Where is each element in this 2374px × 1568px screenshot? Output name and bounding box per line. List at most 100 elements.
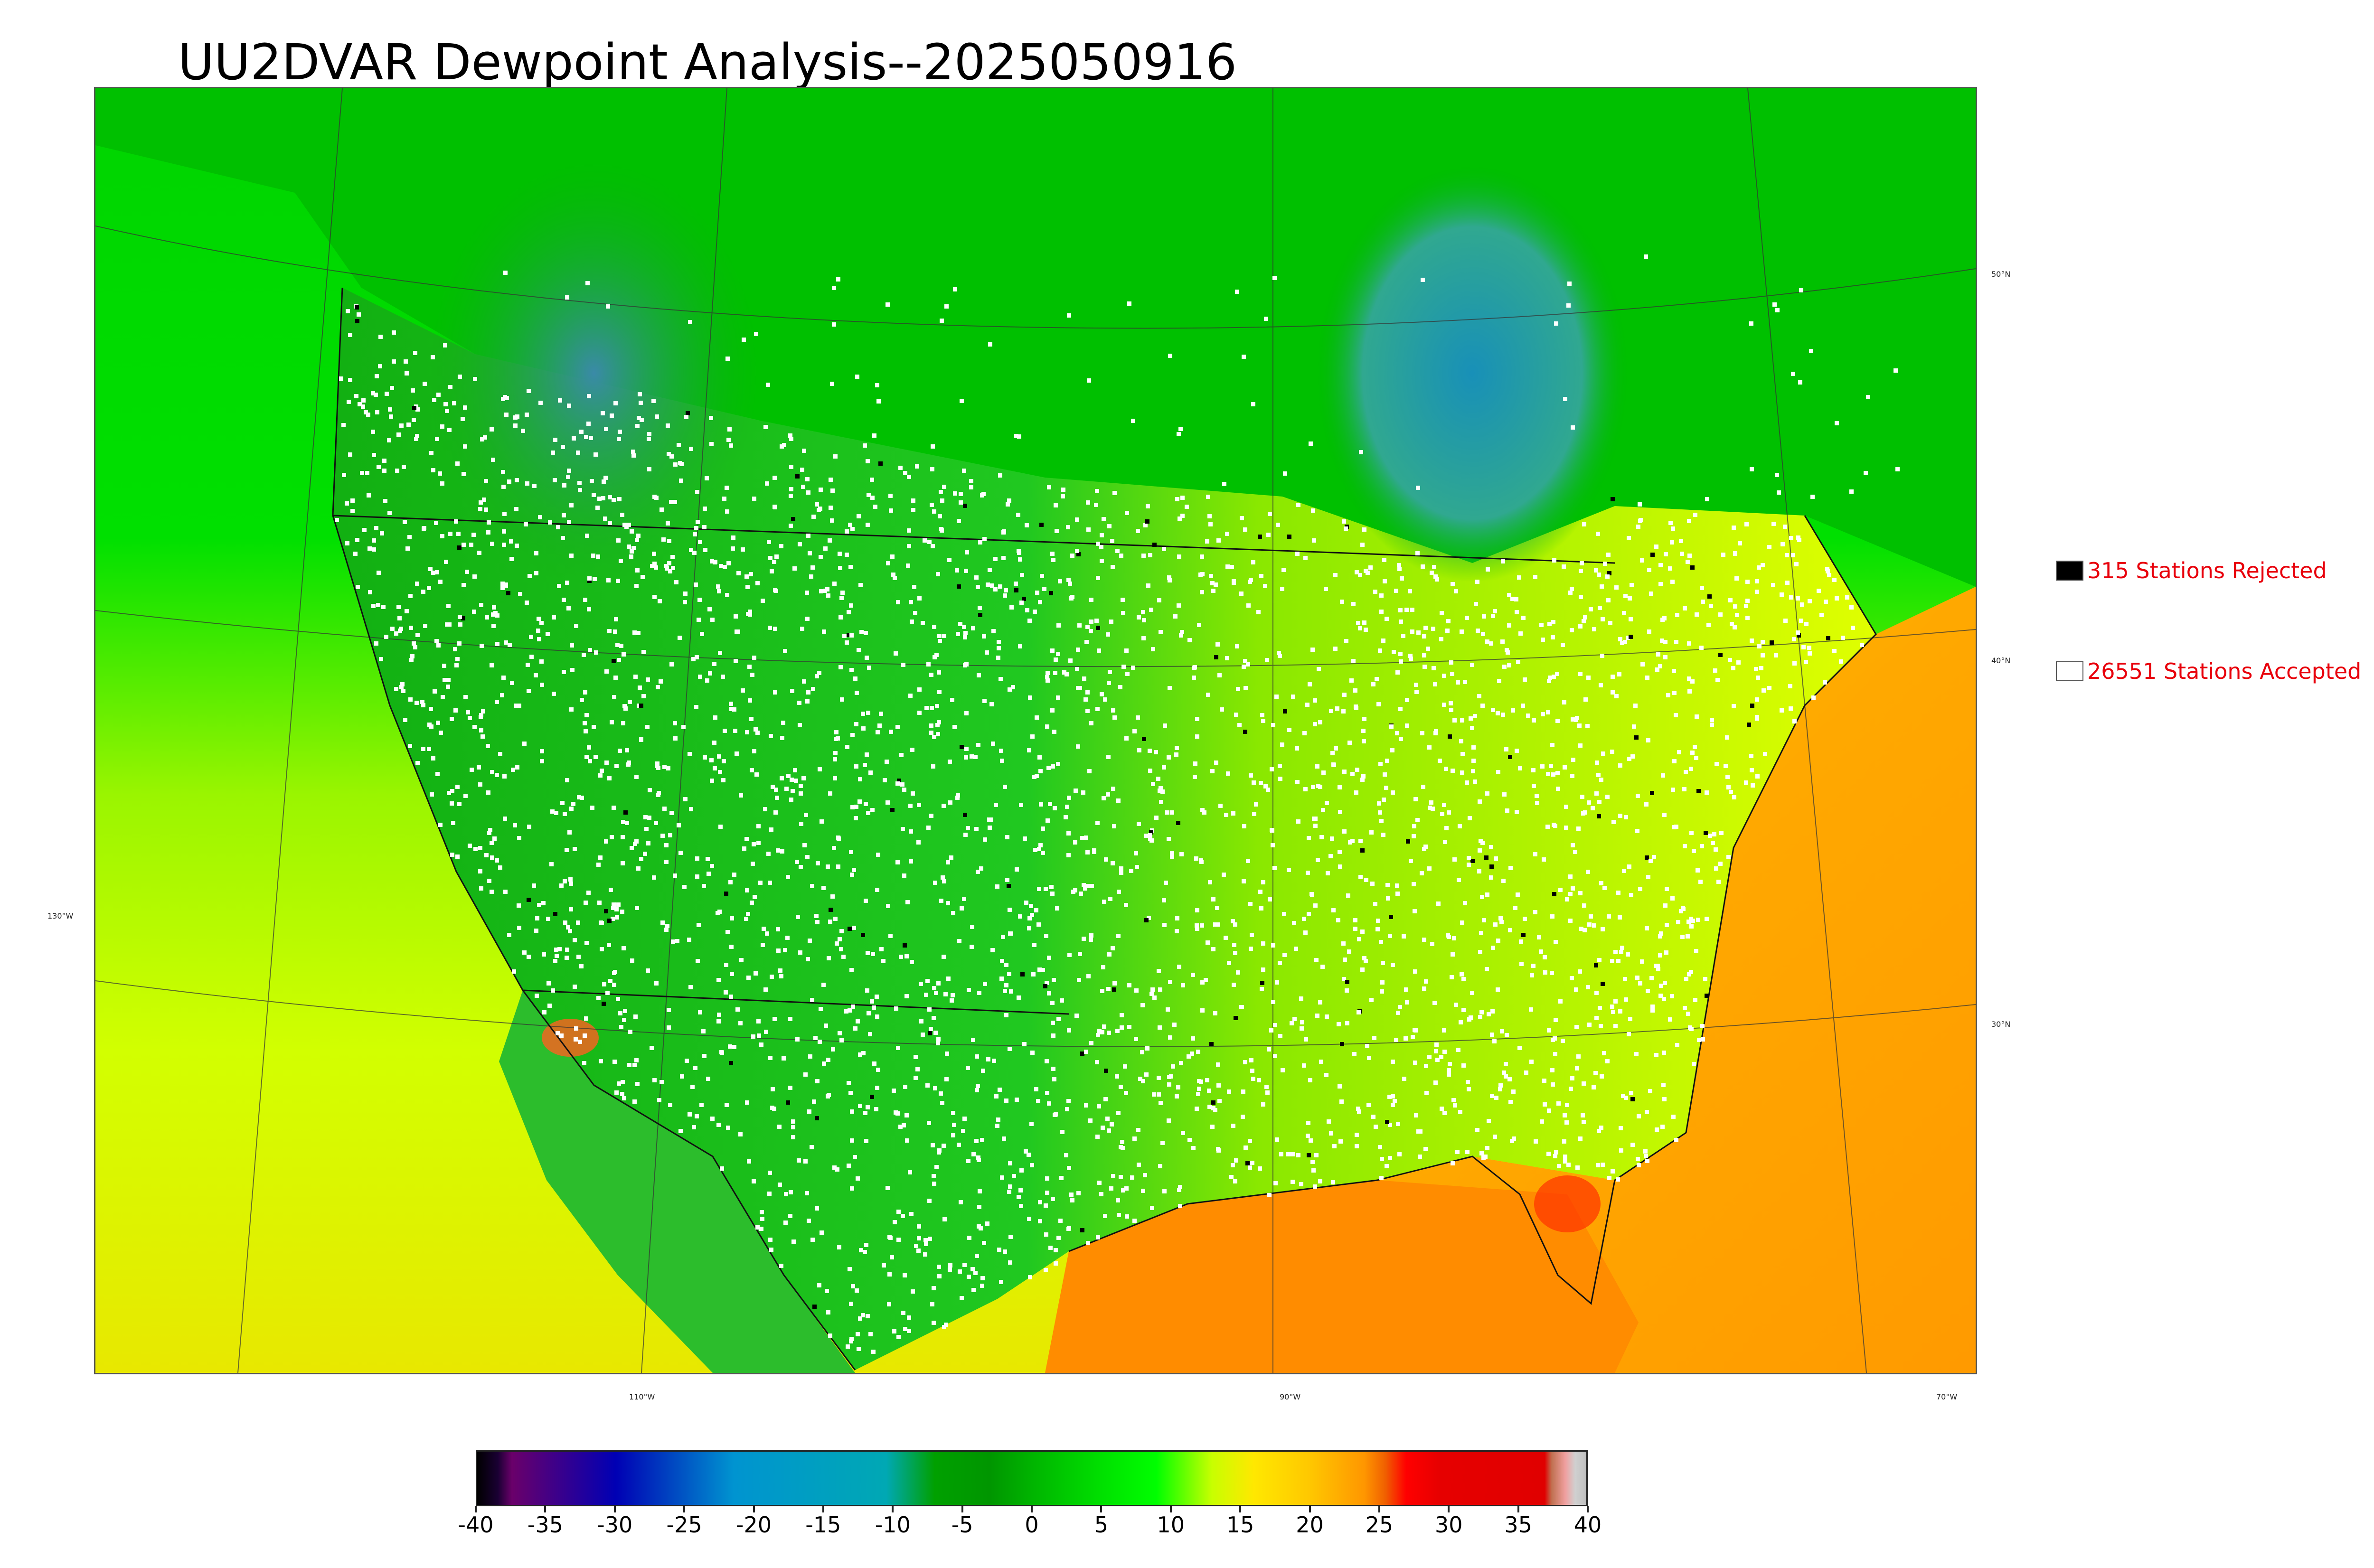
station-accepted [593,577,597,581]
station-rejected [1214,655,1218,659]
station-accepted [1324,587,1328,591]
station-accepted [1841,636,1845,640]
station-accepted [1732,704,1736,708]
station-accepted [341,423,346,427]
station-accepted [652,552,656,556]
station-accepted [1568,919,1573,923]
station-rejected [978,613,982,617]
station-accepted [1378,1145,1382,1149]
station-accepted [999,976,1004,981]
station-accepted [585,534,589,538]
station-accepted [1485,639,1489,644]
station-accepted [996,1117,1000,1122]
station-accepted [889,508,893,513]
station-accepted [1054,1261,1058,1266]
station-accepted [1597,958,1602,962]
station-accepted [1672,759,1677,763]
station-accepted [799,791,803,796]
station-accepted [784,1192,788,1196]
station-accepted [1178,516,1182,521]
station-rejected [815,1116,819,1120]
station-accepted [1444,826,1449,830]
station-accepted [734,659,738,663]
station-accepted [1338,850,1342,854]
station-accepted [1177,603,1181,608]
station-accepted [1373,590,1377,594]
station-accepted [1146,583,1150,588]
station-accepted [645,725,650,729]
station-accepted [1851,626,1855,630]
station-accepted [574,1026,578,1031]
station-accepted [1409,859,1413,863]
station-accepted [982,537,987,541]
station-accepted [1755,590,1759,594]
station-accepted [1266,788,1270,792]
station-accepted [1409,657,1413,661]
station-accepted [1106,987,1111,991]
station-accepted [745,1100,749,1105]
station-accepted [1168,686,1172,690]
station-accepted [599,920,603,925]
station-accepted [413,351,417,355]
station-accepted [1552,675,1556,679]
station-accepted [1585,724,1590,728]
station-accepted [1168,354,1172,358]
station-accepted [594,755,598,759]
station-accepted [468,844,472,848]
station-accepted [1674,825,1678,829]
colorbar-tick-label: 35 [1504,1512,1532,1538]
station-accepted [1693,998,1697,1002]
station-accepted [1003,785,1007,789]
station-accepted [1800,602,1804,607]
station-accepted [754,971,758,976]
station-accepted [1750,768,1754,772]
station-accepted [1124,1091,1128,1095]
station-accepted [1596,1163,1600,1167]
station-accepted [872,1061,876,1066]
station-accepted [1772,302,1777,307]
station-accepted [1200,590,1204,594]
station-accepted [612,695,616,699]
station-accepted [1534,1139,1538,1144]
station-accepted [1149,838,1154,843]
station-accepted [1066,1099,1071,1103]
station-accepted [1291,1180,1295,1184]
station-accepted [1109,1186,1113,1191]
station-rejected [1245,1161,1250,1165]
station-accepted [1111,946,1115,950]
station-accepted [493,611,498,615]
station-accepted [455,854,460,859]
station-accepted [1265,1090,1270,1095]
station-rejected [1152,543,1157,547]
station-accepted [722,759,726,763]
station-accepted [1565,897,1569,901]
station-accepted [998,584,1002,589]
station-accepted [1342,693,1347,697]
station-accepted [967,1275,971,1279]
station-accepted [521,429,525,433]
station-accepted [1207,514,1212,518]
station-accepted [484,479,488,483]
station-accepted [831,1047,835,1052]
station-accepted [1502,1070,1506,1075]
station-accepted [1030,1051,1035,1055]
station-accepted [1732,795,1736,799]
station-accepted [779,544,783,548]
station-accepted [1715,678,1720,682]
station-accepted [929,673,933,677]
station-accepted [1008,1047,1012,1051]
station-accepted [1056,652,1060,656]
station-accepted [842,634,847,638]
dewpoint-map[interactable] [94,87,1977,1374]
station-accepted [1037,887,1041,891]
station-accepted [463,794,468,798]
station-accepted [1521,616,1526,620]
station-accepted [504,640,508,645]
station-accepted [1799,619,1803,623]
station-accepted [1550,743,1554,747]
station-accepted [948,1263,952,1268]
station-accepted [1811,695,1816,700]
station-accepted [1045,1059,1049,1063]
station-accepted [399,685,404,689]
station-accepted [924,993,928,997]
